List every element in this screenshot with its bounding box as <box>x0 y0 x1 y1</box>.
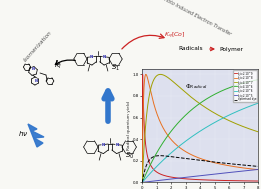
Text: N: N <box>90 55 93 59</box>
FancyArrowPatch shape <box>55 60 75 64</box>
Text: $S_0$: $S_0$ <box>125 151 135 161</box>
Text: $\Phi_{Radical}$: $\Phi_{Radical}$ <box>185 83 208 91</box>
Text: N: N <box>102 143 105 147</box>
Text: $S_1$: $S_1$ <box>111 63 121 73</box>
Text: $k_i$: $k_i$ <box>54 59 62 71</box>
FancyArrowPatch shape <box>122 34 164 49</box>
Text: N: N <box>115 143 118 147</box>
Polygon shape <box>28 124 44 147</box>
Text: Radicals: Radicals <box>178 46 203 51</box>
Y-axis label: Radical quantum yield: Radical quantum yield <box>127 101 131 150</box>
Legend: k_i=2.10^9, k_i=2.10^8, k_i=4.10^7, k_i=4.10^6, k_i=2.10^6, k_i=2.10^5, optimise: k_i=2.10^9, k_i=2.10^8, k_i=4.10^7, k_i=… <box>233 70 257 102</box>
Text: N: N <box>32 67 34 71</box>
Text: N: N <box>34 78 38 83</box>
Text: Photo Induced Electron Transfer: Photo Induced Electron Transfer <box>160 0 232 37</box>
Text: $h\nu$: $h\nu$ <box>18 129 28 139</box>
Text: $K_q[Co]$: $K_q[Co]$ <box>164 31 186 41</box>
Text: Polymer: Polymer <box>219 46 243 51</box>
Text: N: N <box>103 55 106 59</box>
Text: Isomerization: Isomerization <box>23 29 53 62</box>
